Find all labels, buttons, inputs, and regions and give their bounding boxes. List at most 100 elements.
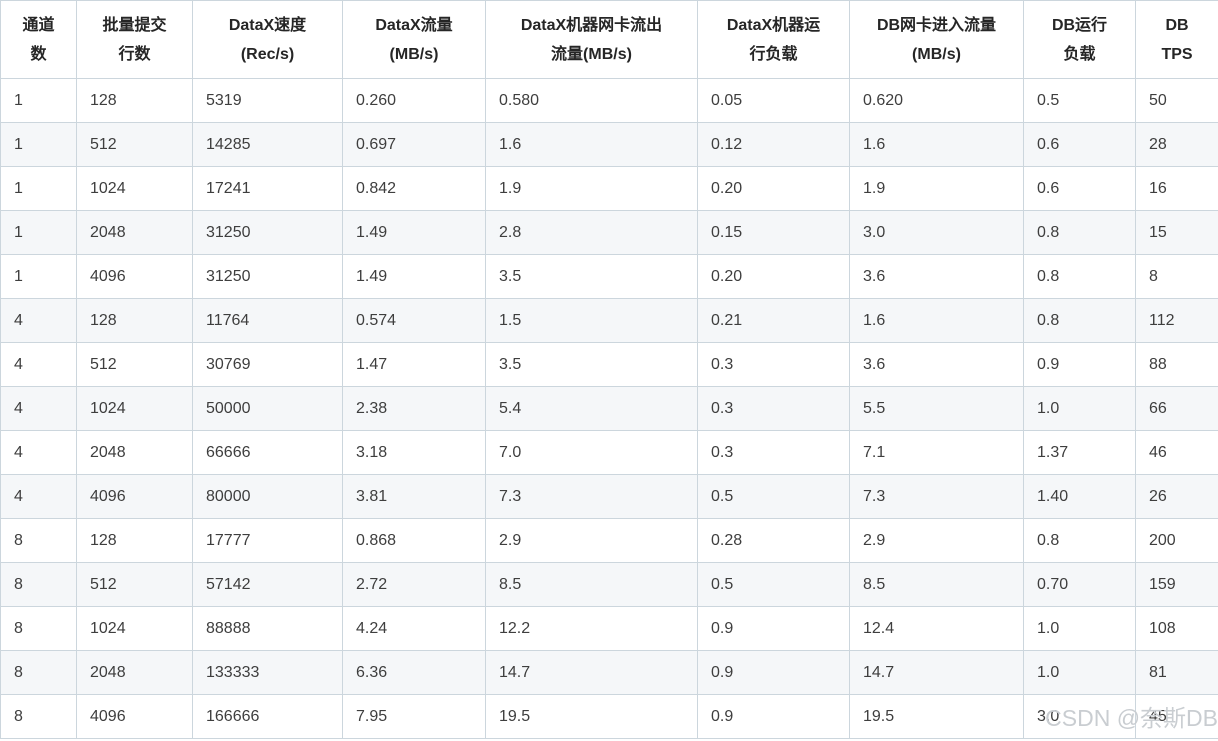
table-cell: 1.5	[485, 298, 698, 343]
table-cell: 8	[0, 650, 77, 695]
table-cell: 3.5	[485, 342, 698, 387]
table-cell: 0.8	[1023, 210, 1136, 255]
table-cell: 0.70	[1023, 562, 1136, 607]
table-cell: 81	[1135, 650, 1218, 695]
table-cell: 1	[0, 254, 77, 299]
table-cell: 1.49	[342, 210, 486, 255]
header-line: DB运行	[1051, 16, 1108, 34]
table-cell: 7.3	[849, 474, 1024, 519]
table-cell: 8	[0, 518, 77, 563]
table-cell: 2048	[76, 430, 193, 475]
table-cell: 3.0	[1023, 694, 1136, 739]
table-cell: 1	[0, 166, 77, 211]
table-cell: 4	[0, 474, 77, 519]
table-cell: 0.28	[697, 518, 850, 563]
table-cell: 2.9	[485, 518, 698, 563]
column-header-datax-nic-out: DataX机器网卡流出 流量(MB/s)	[485, 0, 698, 79]
table-cell: 3.6	[849, 342, 1024, 387]
table-cell: 7.3	[485, 474, 698, 519]
table-row: 1 2048 31250 1.49 2.8 0.15 3.0 0.8 15	[0, 210, 1218, 255]
table-cell: 7.0	[485, 430, 698, 475]
table-row: 8 128 17777 0.868 2.9 0.28 2.9 0.8 200	[0, 518, 1218, 563]
table-row: 4 1024 50000 2.38 5.4 0.3 5.5 1.0 66	[0, 386, 1218, 431]
table-cell: 0.9	[1023, 342, 1136, 387]
table-cell: 4096	[76, 694, 193, 739]
header-line: (MB/s)	[912, 45, 961, 63]
table-cell: 0.5	[697, 474, 850, 519]
table-cell: 0.580	[485, 78, 698, 123]
table-cell: 200	[1135, 518, 1218, 563]
table-cell: 0.3	[697, 342, 850, 387]
header-line: DataX速度	[228, 16, 307, 34]
table-cell: 1024	[76, 166, 193, 211]
table-cell: 8	[1135, 254, 1218, 299]
table-cell: 6.36	[342, 650, 486, 695]
table-cell: 5319	[192, 78, 343, 123]
table-body: 1 128 5319 0.260 0.580 0.05 0.620 0.5 50 1 512 1428…	[0, 78, 1218, 739]
table-cell: 66666	[192, 430, 343, 475]
table-header: 通道 数 批量提交 行数 DataX速度 (Rec/s) DataX流量 (MB…	[0, 0, 1218, 79]
table-cell: 2.38	[342, 386, 486, 431]
table-cell: 0.5	[1023, 78, 1136, 123]
table-cell: 1.49	[342, 254, 486, 299]
table-cell: 0.620	[849, 78, 1024, 123]
header-line: (Rec/s)	[240, 45, 295, 63]
table-cell: 30769	[192, 342, 343, 387]
table-cell: 3.81	[342, 474, 486, 519]
table-cell: 0.20	[697, 254, 850, 299]
table-cell: 46	[1135, 430, 1218, 475]
table-cell: 8	[0, 606, 77, 651]
column-header-db-tps: DB TPS	[1135, 0, 1218, 79]
table-cell: 66	[1135, 386, 1218, 431]
table-cell: 1.9	[485, 166, 698, 211]
table-cell: 0.12	[697, 122, 850, 167]
table-cell: 128	[76, 518, 193, 563]
table-cell: 1.0	[1023, 386, 1136, 431]
table-cell: 1.37	[1023, 430, 1136, 475]
table-cell: 0.05	[697, 78, 850, 123]
table-cell: 7.95	[342, 694, 486, 739]
table-cell: 2048	[76, 650, 193, 695]
table-row: 8 4096 166666 7.95 19.5 0.9 19.5 3.0 45	[0, 694, 1218, 739]
table-cell: 1.47	[342, 342, 486, 387]
table-row: 8 1024 88888 4.24 12.2 0.9 12.4 1.0 108	[0, 606, 1218, 651]
header-line: TPS	[1161, 45, 1193, 63]
table-cell: 1	[0, 122, 77, 167]
table-cell: 8	[0, 562, 77, 607]
table-cell: 0.3	[697, 430, 850, 475]
table-cell: 50	[1135, 78, 1218, 123]
header-row: 通道 数 批量提交 行数 DataX速度 (Rec/s) DataX流量 (MB…	[0, 0, 1218, 79]
table-cell: 159	[1135, 562, 1218, 607]
table-cell: 1.6	[849, 298, 1024, 343]
table-cell: 512	[76, 122, 193, 167]
table-cell: 0.5	[697, 562, 850, 607]
table-cell: 2048	[76, 210, 193, 255]
table-cell: 128	[76, 298, 193, 343]
column-header-datax-speed: DataX速度 (Rec/s)	[192, 0, 343, 79]
table-cell: 5.4	[485, 386, 698, 431]
table-row: 4 4096 80000 3.81 7.3 0.5 7.3 1.40 26	[0, 474, 1218, 519]
table-row: 1 512 14285 0.697 1.6 0.12 1.6 0.6 28	[0, 122, 1218, 167]
table-row: 1 1024 17241 0.842 1.9 0.20 1.9 0.6 16	[0, 166, 1218, 211]
table-cell: 45	[1135, 694, 1218, 739]
table-cell: 0.260	[342, 78, 486, 123]
table-cell: 11764	[192, 298, 343, 343]
table-cell: 0.842	[342, 166, 486, 211]
table-cell: 0.868	[342, 518, 486, 563]
table-cell: 0.8	[1023, 518, 1136, 563]
table-cell: 14.7	[849, 650, 1024, 695]
header-line: DB网卡进入流量	[876, 16, 997, 34]
table-cell: 0.9	[697, 606, 850, 651]
table-cell: 1.6	[849, 122, 1024, 167]
table-cell: 0.8	[1023, 298, 1136, 343]
table-cell: 166666	[192, 694, 343, 739]
table-cell: 0.21	[697, 298, 850, 343]
table-cell: 12.4	[849, 606, 1024, 651]
table-cell: 17777	[192, 518, 343, 563]
table-cell: 16	[1135, 166, 1218, 211]
table-cell: 5.5	[849, 386, 1024, 431]
table-row: 8 2048 133333 6.36 14.7 0.9 14.7 1.0 81	[0, 650, 1218, 695]
table-cell: 512	[76, 562, 193, 607]
header-line: 行负载	[749, 45, 798, 63]
